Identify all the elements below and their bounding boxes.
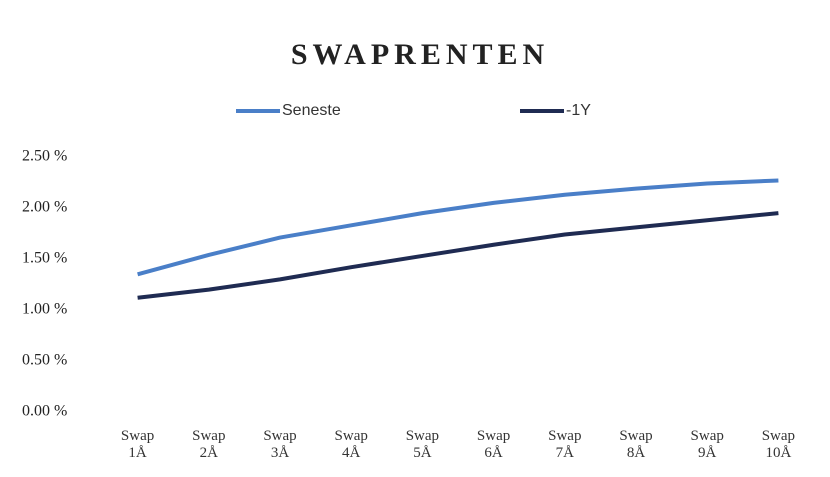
x-tick-label: Swap 10Å — [761, 428, 796, 461]
x-tick-label: Swap 4Å — [334, 428, 368, 461]
y-tick-label: 0.50 % — [22, 352, 67, 369]
y-tick-label: 1.50 % — [22, 250, 67, 267]
x-tick-label: Swap 8Å — [619, 428, 653, 461]
y-tick-label: 1.00 % — [22, 301, 67, 318]
legend-label: Seneste — [282, 102, 341, 119]
y-tick-label: 2.00 % — [22, 199, 67, 216]
x-tick-label: Swap 9Å — [690, 428, 724, 461]
x-tick-label: Swap 2Å — [192, 428, 226, 461]
legend-label: -1Y — [566, 102, 591, 119]
y-tick-label: 0.00 % — [22, 403, 67, 420]
y-tick-label: 2.50 % — [22, 148, 67, 165]
chart-title: SWAPRENTEN — [291, 38, 549, 71]
x-tick-label: Swap 7Å — [548, 428, 582, 461]
line-series — [137, 211, 779, 300]
x-tick-label: Swap 6Å — [476, 428, 511, 461]
x-tick-label: Swap 3Å — [263, 428, 297, 461]
x-tick-label: Swap 5Å — [405, 428, 440, 461]
line-series — [137, 178, 779, 277]
x-tick-label: Swap 1Å — [120, 428, 155, 461]
